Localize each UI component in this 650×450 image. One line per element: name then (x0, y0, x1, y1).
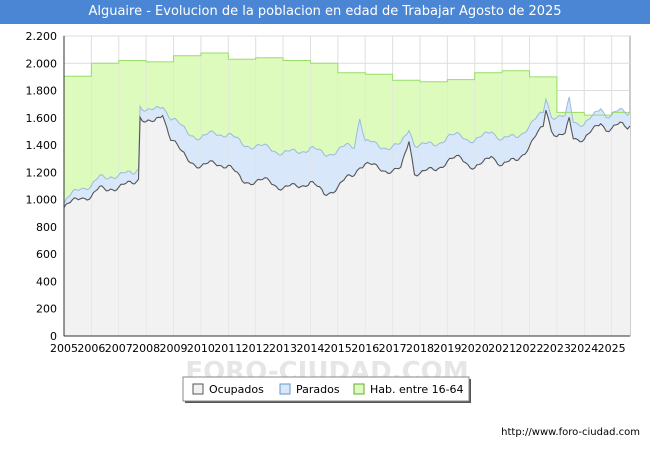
y-tick-label: 1.000 (26, 194, 58, 207)
x-tick-label: 2021 (488, 342, 516, 355)
legend-label-parados: Parados (296, 383, 340, 396)
legend-label-ocupados: Ocupados (209, 383, 264, 396)
x-tick-label: 2006 (77, 342, 105, 355)
y-tick-label: 600 (36, 248, 57, 261)
series-ocupados-line (63, 109, 631, 208)
x-tick-label: 2022 (516, 342, 544, 355)
x-tick-label: 2012 (242, 342, 270, 355)
y-tick-label: 1.400 (26, 139, 58, 152)
x-tick-label: 2011 (214, 342, 242, 355)
y-tick-label: 200 (36, 303, 57, 316)
series-ocupados-area (64, 110, 630, 336)
y-tick-label: 1.800 (26, 85, 58, 98)
legend-box (182, 376, 470, 402)
x-tick-label: 2018 (406, 342, 434, 355)
x-tick-label: 2007 (105, 342, 133, 355)
legend-label-hab: Hab. entre 16-64 (370, 383, 464, 396)
x-tick-label: 2025 (598, 342, 626, 355)
x-tick-label: 2014 (296, 342, 324, 355)
y-tick-label: 400 (36, 275, 57, 288)
series-hab-line (64, 52, 630, 116)
x-tick-label: 2023 (543, 342, 571, 355)
y-tick-label: 2.200 (26, 30, 58, 43)
legend-swatch-parados (279, 383, 291, 395)
y-tick-label: 0 (50, 330, 57, 343)
x-tick-label: 2010 (187, 342, 215, 355)
y-tick-label: 1.200 (26, 166, 58, 179)
legend-swatch-hab (353, 383, 365, 395)
legend-swatch-ocupados (192, 383, 204, 395)
y-axis: 0 200 400 600 800 1.000 1.200 1.400 1.600 1.800 2.… (26, 30, 58, 343)
y-tick-label: 1.600 (26, 112, 58, 125)
x-axis: 2005 2006 2007 2008 2009 2010 2011 2012 2013 2014… (50, 342, 626, 355)
x-tick-label: 2024 (570, 342, 598, 355)
x-tick-label: 2020 (461, 342, 489, 355)
x-tick-label: 2013 (269, 342, 297, 355)
y-tick-label: 2.000 (26, 57, 58, 70)
x-tick-label: 2009 (160, 342, 188, 355)
x-tick-label: 2005 (50, 342, 78, 355)
x-tick-label: 2016 (351, 342, 379, 355)
x-tick-label: 2008 (132, 342, 160, 355)
chart-title: Alguaire - Evolucion de la poblacion en … (0, 0, 650, 24)
chart: FORO-CIUDAD.COM 02004006008001.0001.2001… (26, 30, 631, 403)
legend: Ocupados Parados Hab. entre 16-64 (182, 376, 471, 403)
x-tick-label: 2019 (433, 342, 461, 355)
source-url: http://www.foro-ciudad.com (501, 427, 640, 438)
x-tick-label: 2017 (379, 342, 407, 355)
x-tick-label: 2015 (324, 342, 352, 355)
y-tick-label: 800 (36, 221, 57, 234)
series-parados-line (63, 96, 631, 204)
